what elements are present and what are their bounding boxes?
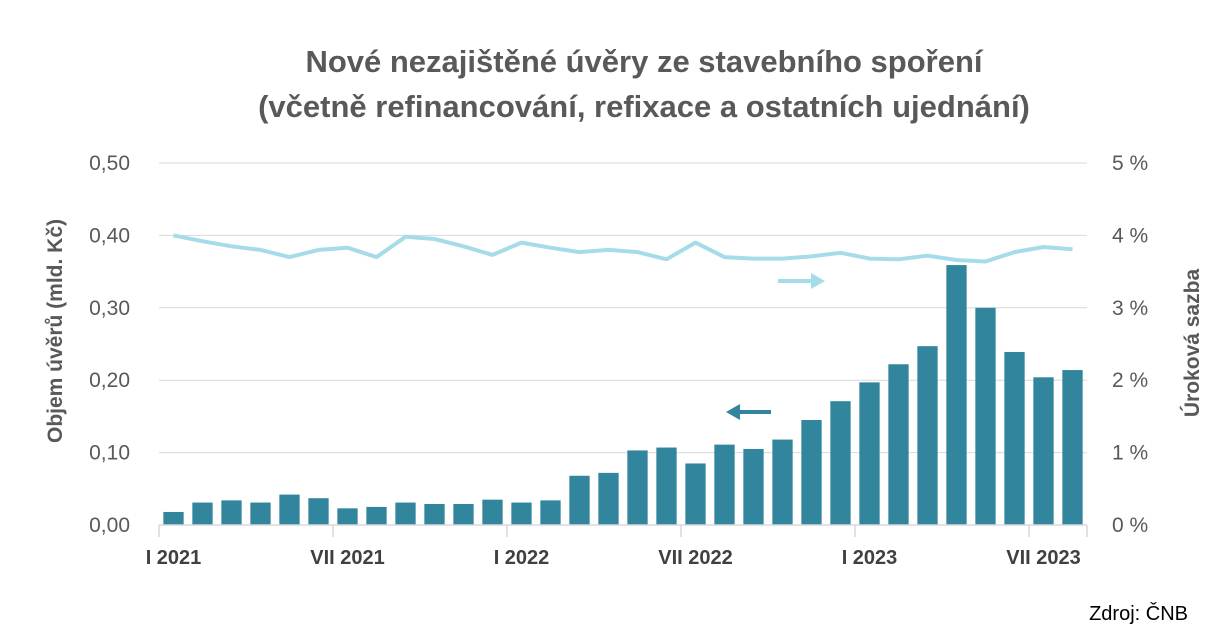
chart-title-line-2: (včetně refinancování, refixace a ostatn… <box>258 89 1030 124</box>
y-tick-label-left: 0,40 <box>89 224 130 247</box>
y-tick-label-left: 0,00 <box>89 514 130 537</box>
x-tick-label: VII 2021 <box>310 547 385 569</box>
bar <box>1004 351 1025 525</box>
y-tick-label-left: 0,20 <box>89 369 130 392</box>
y-axis-label-left: Objem úvěrů (mld. Kč) <box>44 219 67 443</box>
bar <box>917 346 938 525</box>
y-tick-label-right: 0 % <box>1112 514 1148 537</box>
y-tick-label-right: 2 % <box>1112 369 1148 392</box>
bar <box>1033 377 1054 525</box>
x-tick-label: I 2021 <box>146 547 202 569</box>
bar <box>337 508 358 525</box>
interest-rate-line <box>173 233 1073 264</box>
bar <box>569 475 590 525</box>
bar <box>598 472 619 525</box>
bar <box>888 364 909 525</box>
bar <box>424 504 445 525</box>
bar <box>946 265 967 525</box>
source-note: Zdroj: ČNB <box>1089 602 1188 625</box>
bar <box>859 382 880 525</box>
bar <box>250 502 271 525</box>
bar <box>511 502 532 525</box>
x-tick-label: I 2023 <box>842 547 898 569</box>
y-tick-label-right: 1 % <box>1112 442 1148 465</box>
bar <box>192 502 213 525</box>
bar <box>801 420 822 525</box>
bar <box>656 447 677 525</box>
bar <box>366 506 387 525</box>
bar-series <box>163 265 1083 525</box>
bar <box>221 500 242 525</box>
y-tick-label-left: 0,50 <box>89 152 130 175</box>
left-axis-arrow-head <box>726 404 740 420</box>
y-tick-label-right: 4 % <box>1112 224 1148 247</box>
bar <box>772 439 793 525</box>
x-tick-label: VII 2023 <box>1006 547 1081 569</box>
left-axis-ticks: 0,00 0,10 0,20 0,30 0,40 0,50 <box>89 152 130 537</box>
bar <box>279 494 300 525</box>
y-tick-label-left: 0,10 <box>89 442 130 465</box>
line-series <box>173 233 1073 264</box>
bar <box>975 307 996 525</box>
bar <box>453 504 474 525</box>
bar <box>714 444 735 525</box>
bar <box>395 502 416 525</box>
y-tick-label-right: 3 % <box>1112 297 1148 320</box>
axis-arrows <box>726 273 825 420</box>
bar <box>685 463 706 525</box>
y-tick-label-left: 0,30 <box>89 297 130 320</box>
bar <box>743 448 764 525</box>
chart-title-line-1: Nové nezajištěné úvěry ze stavebního spo… <box>305 44 983 79</box>
bar <box>308 498 329 525</box>
bar <box>1062 370 1083 525</box>
x-tick-label: VII 2022 <box>658 547 733 569</box>
y-tick-label-right: 5 % <box>1112 152 1148 175</box>
bar <box>830 401 851 525</box>
bar <box>540 500 561 525</box>
y-axis-label-right: Úroková sazba <box>1180 269 1204 418</box>
bar <box>627 450 648 525</box>
right-axis-arrow-head <box>811 273 825 289</box>
bar <box>482 499 503 525</box>
x-tick-label: I 2022 <box>494 547 550 569</box>
bar <box>163 511 184 525</box>
x-axis-ticks: I 2021 VII 2021 I 2022 VII 2022 I 2023 VII 20… <box>146 525 1088 569</box>
right-axis-ticks: 0 % 1 % 2 % 3 % 4 % 5 % <box>1112 152 1148 537</box>
